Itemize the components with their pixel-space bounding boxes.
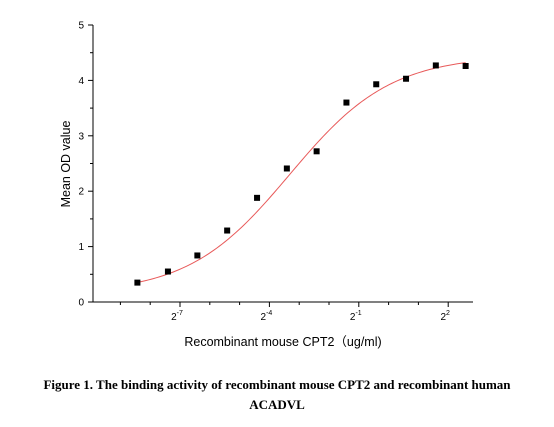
axes bbox=[92, 25, 473, 303]
data-point bbox=[254, 194, 261, 201]
fit-curve bbox=[137, 62, 466, 283]
y-tick-label: 2 bbox=[78, 187, 84, 198]
y-tick-label: 5 bbox=[78, 21, 84, 32]
data-point bbox=[224, 227, 231, 234]
data-point bbox=[283, 165, 290, 172]
data-point bbox=[403, 75, 410, 82]
data-point bbox=[343, 99, 350, 106]
y-tick-label: 1 bbox=[78, 242, 84, 253]
data-point bbox=[313, 148, 320, 155]
x-axis-title: Recombinant mouse CPT2（ug/ml) bbox=[184, 335, 381, 349]
chart: 0 1 2 3 4 5 2-7 2-4 2-1 22 Recombinant mouse CPT… bbox=[59, 21, 473, 349]
x-tick-label: 2-1 bbox=[350, 310, 362, 323]
data-point bbox=[373, 81, 380, 88]
data-point bbox=[462, 63, 469, 69]
data-point bbox=[194, 252, 201, 259]
x-tick-label: 2-7 bbox=[171, 310, 183, 323]
x-tick-label: 22 bbox=[440, 310, 450, 323]
caption-line-2: ACADVL bbox=[249, 397, 305, 412]
x-tick-label: 2-4 bbox=[261, 310, 273, 323]
caption-line-1: Figure 1. The binding activity of recomb… bbox=[43, 377, 511, 392]
data-point bbox=[134, 279, 141, 286]
y-ticks: 0 1 2 3 4 5 bbox=[78, 21, 93, 309]
y-axis-title: Mean OD value bbox=[59, 121, 73, 208]
data-points bbox=[134, 62, 469, 286]
y-tick-label: 3 bbox=[78, 131, 84, 142]
data-point bbox=[164, 268, 171, 275]
y-tick-label: 4 bbox=[78, 76, 84, 87]
x-ticks: 2-7 2-4 2-1 22 bbox=[119, 302, 450, 323]
figure-caption: Figure 1. The binding activity of recomb… bbox=[0, 375, 554, 415]
data-point bbox=[432, 62, 439, 69]
y-tick-label: 0 bbox=[78, 298, 84, 309]
